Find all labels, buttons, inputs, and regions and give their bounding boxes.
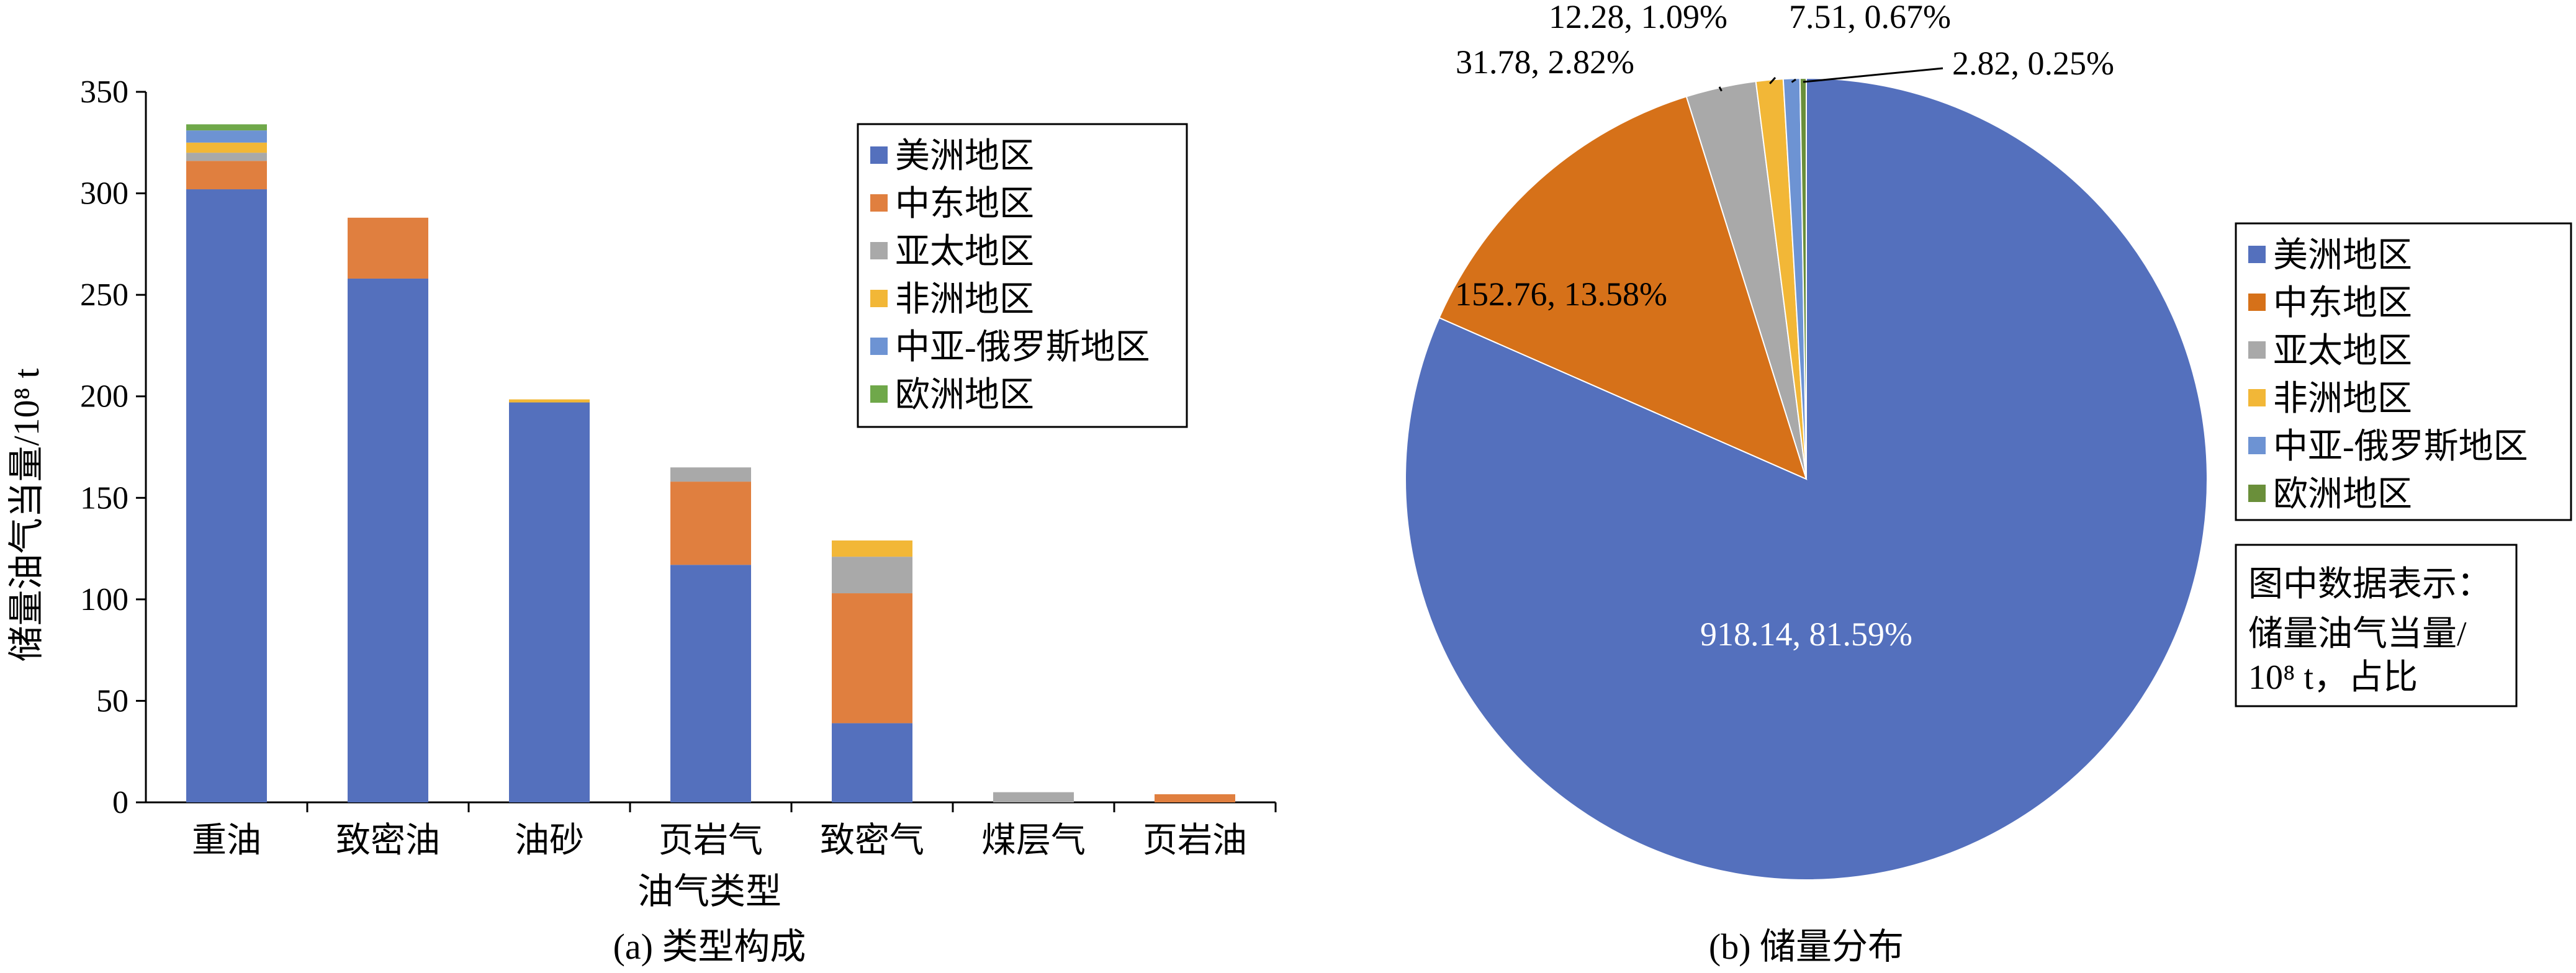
bar-segment-2-e7be8ee6b4b2e59cb0e58cba <box>348 278 428 802</box>
pie-note-line1: 图中数据表示： <box>2248 565 2492 604</box>
bar-segment-1-e99d9ee6b4b2e59cb0e58cba <box>186 142 267 153</box>
pie-legend-label: 中亚-俄罗斯地区 <box>2273 428 2528 466</box>
bar-legend-swatch <box>870 242 888 259</box>
pie-note-line2: 储量油气当量/ <box>2248 615 2467 653</box>
x-tick-label: 页岩油 <box>1143 822 1247 860</box>
bar-segment-1-e7be8ee6b4b2e59cb0e58cba <box>186 189 267 802</box>
bar-segment-5-e99d9ee6b4b2e59cb0e58cba <box>832 540 912 557</box>
pie-data-label: 2.82, 0.25% <box>1952 45 2114 82</box>
bar-legend-label: 中亚-俄罗斯地区 <box>895 328 1150 367</box>
x-tick-label: 页岩气 <box>659 822 763 860</box>
x-tick-label: 致密油 <box>336 822 440 860</box>
bar-segment-3-e7be8ee6b4b2e59cb0e58cba <box>509 402 590 802</box>
x-tick-label: 致密气 <box>820 822 924 860</box>
pie-legend-label: 欧洲地区 <box>2273 475 2412 514</box>
y-axis: 0 50 100 150 200 250 300 350 <box>80 74 1276 820</box>
y-tick-label: 100 <box>80 582 128 617</box>
pie-legend-swatch <box>2248 341 2266 359</box>
pie-legend-frame <box>2235 222 2572 521</box>
y-tick-label: 250 <box>80 277 128 313</box>
pie-slices <box>1405 77 2208 881</box>
pie-legend-label: 亚太地区 <box>2273 332 2412 370</box>
bar-legend-swatch <box>870 290 888 307</box>
bar-segment-2-e4b8ade4b89ce59cb0e58cba <box>348 217 428 279</box>
pie-leader-line <box>1769 76 1777 84</box>
bar-legend-label: 非洲地区 <box>895 280 1034 319</box>
y-tick-label: 200 <box>80 379 128 415</box>
bar-chart-caption: (a) 类型构成 <box>613 926 806 967</box>
pie-legend-swatch <box>2248 389 2266 406</box>
bar-segment-1-e4b8ade4b89ce59cb0e58cba <box>186 161 267 190</box>
bar-segment-4-e4ba9ae5a4aae59cb0e58cba <box>670 467 751 482</box>
bar-segment-1-e6aca7e6b4b2e59cb0e58cba <box>186 124 267 131</box>
pie-note-frame <box>2235 544 2518 707</box>
bar-legend-label: 亚太地区 <box>895 233 1034 271</box>
pie-legend-label: 美洲地区 <box>2273 236 2412 275</box>
y-axis-title: 储量油气当量/10⁸ t <box>6 369 47 662</box>
pie-data-label: 918.14, 81.59% <box>1700 616 1912 653</box>
pie-leader-line <box>1803 67 1943 83</box>
y-tick-label: 350 <box>80 74 128 110</box>
pie-chart-panel: 918.14, 81.59% 152.76, 13.58% 31.78, 2.82%… <box>1405 0 2572 967</box>
bar-segment-1-e4ba9ae5a4aae59cb0e58cba <box>186 153 267 161</box>
pie-legend-swatch <box>2248 246 2266 263</box>
pie-note-line3: 10⁸ t，占比 <box>2248 658 2418 697</box>
x-tick-label: 煤层气 <box>981 822 1086 860</box>
pie-legend-label: 中东地区 <box>2273 284 2412 323</box>
bar-segment-5-e7be8ee6b4b2e59cb0e58cba <box>832 723 912 802</box>
x-tick-label: 油砂 <box>515 822 584 860</box>
pie-leader-line <box>1791 78 1796 83</box>
x-axis-title: 油气类型 <box>637 871 781 912</box>
pie-legend-swatch <box>2248 294 2266 311</box>
bar-segment-1-e4b8ade4ba9a-e4bf84e7bd97e696afe59cb0e58cba <box>186 130 267 143</box>
bar-legend-label: 欧洲地区 <box>895 376 1034 415</box>
pie-legend-swatch <box>2248 485 2266 502</box>
bar-chart-panel: 0 50 100 150 200 250 300 350 重油 致密油 油砂 页岩气 致密气 煤层气 页岩… <box>6 74 1277 967</box>
y-tick-label: 150 <box>80 480 128 516</box>
pie-data-label: 152.76, 13.58% <box>1455 276 1667 313</box>
bar-legend-label: 美洲地区 <box>895 137 1034 176</box>
x-axis: 重油 致密油 油砂 页岩气 致密气 煤层气 页岩油 <box>192 802 1277 860</box>
pie-slice-e6aca7e6b4b2e59cb0e58cba <box>1799 77 1807 480</box>
bar-segment-3-e99d9ee6b4b2e59cb0e58cba <box>509 399 590 403</box>
bar-segment-4-e7be8ee6b4b2e59cb0e58cba <box>670 565 751 802</box>
x-tick-label: 重油 <box>192 822 261 860</box>
bar-legend-label: 中东地区 <box>895 185 1034 223</box>
pie-data-label: 12.28, 1.09% <box>1549 0 1727 35</box>
bar-legend-swatch <box>870 194 888 212</box>
pie-data-labels: 918.14, 81.59% 152.76, 13.58% 31.78, 2.82%… <box>1455 0 2114 653</box>
bar-segment-5-e4b8ade4b89ce59cb0e58cba <box>832 593 912 724</box>
bar-segment-7-e4b8ade4b89ce59cb0e58cba <box>1155 794 1235 802</box>
y-tick-label: 0 <box>112 785 128 820</box>
bar-legend-swatch <box>870 338 888 355</box>
pie-slice-e4b8ade4b89ce59cb0e58cba <box>1438 96 1808 480</box>
bar-legend-swatch <box>870 385 888 403</box>
pie-data-label: 31.78, 2.82% <box>1456 43 1634 81</box>
bar-segment-5-e4ba9ae5a4aae59cb0e58cba <box>832 557 912 594</box>
pie-data-label: 7.51, 0.67% <box>1789 0 1951 35</box>
pie-leader-lines <box>1718 67 1943 92</box>
pie-note-box: 图中数据表示： 储量油气当量/ 10⁸ t，占比 <box>2235 544 2518 707</box>
bar-segment-4-e4b8ade4b89ce59cb0e58cba <box>670 482 751 565</box>
bar-segment-6-e4ba9ae5a4aae59cb0e58cba <box>993 792 1074 802</box>
pie-legend-label: 非洲地区 <box>2273 380 2412 418</box>
y-tick-label: 300 <box>80 176 128 212</box>
bar-legend-swatch <box>870 146 888 164</box>
pie-legend-swatch <box>2248 437 2266 454</box>
pie-leader-line <box>1718 86 1723 92</box>
bar-legend-frame <box>857 123 1188 428</box>
y-tick-label: 50 <box>96 683 128 719</box>
bars <box>186 124 1235 802</box>
pie-chart-caption: (b) 储量分布 <box>1709 926 1904 967</box>
